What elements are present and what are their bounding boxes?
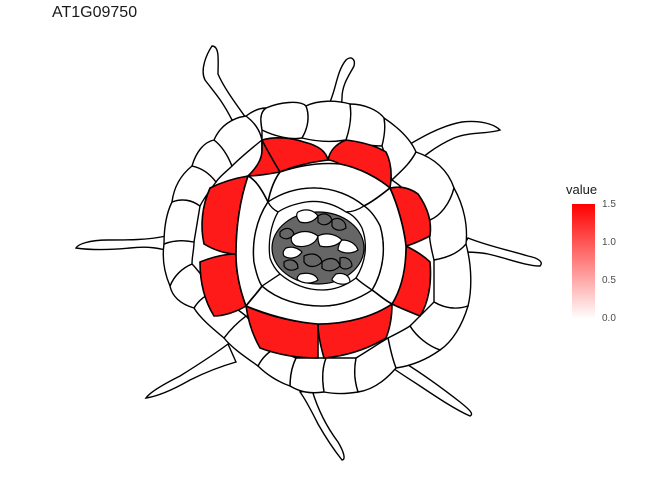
root-hair-bottom-right <box>388 359 473 417</box>
stele-core <box>271 209 365 285</box>
epidermis-cell <box>345 103 386 147</box>
stele-cell <box>317 213 333 226</box>
epidermis-cell <box>260 101 309 140</box>
pericycle-cell <box>252 200 282 287</box>
phloem-cell <box>296 209 319 224</box>
xylem-cell <box>290 230 319 248</box>
root-hair-group <box>74 45 542 461</box>
legend-title: value <box>566 182 598 197</box>
legend-tick-label: 1.5 <box>602 199 616 210</box>
xylem-cell <box>317 233 343 248</box>
root-hair-bottom-left <box>144 342 237 399</box>
stele-cell <box>283 259 299 271</box>
xylem-cell <box>337 239 359 254</box>
root-hair-top-left <box>202 45 248 121</box>
plot-title: AT1G09750 <box>52 4 138 21</box>
root-hair-right <box>458 237 542 267</box>
legend-tick-label: 1.0 <box>602 237 616 248</box>
epidermis-cell <box>321 357 359 395</box>
cortex-cell <box>246 139 282 177</box>
legend-tick-mark <box>595 243 599 244</box>
stele-cell <box>339 256 353 270</box>
cortex-layer <box>199 137 432 359</box>
endodermis-layer <box>235 162 407 325</box>
phloem-cell <box>296 272 319 284</box>
legend-tick-label: 0.0 <box>602 313 616 324</box>
root-hair-bottom <box>298 389 345 461</box>
legend-tick-mark <box>595 205 599 206</box>
legend-gradient-bar <box>572 204 595 319</box>
legend-tick-label: 0.5 <box>602 275 616 286</box>
legend-tick-mark <box>595 319 599 320</box>
stele-cell <box>279 227 295 240</box>
legend-tick-mark <box>595 281 599 282</box>
epidermis-cell <box>244 107 269 141</box>
epidermis-cell <box>163 199 201 246</box>
phloem-cell <box>331 272 351 285</box>
root-hair-left <box>74 235 174 254</box>
xylem-cell <box>282 246 303 259</box>
stele-cell <box>331 217 347 231</box>
epidermis-cell <box>300 100 352 143</box>
epidermis-cell <box>289 357 328 394</box>
stele-cell <box>321 257 341 272</box>
pericycle-layer <box>252 187 384 307</box>
root-cross-section-diagram <box>74 45 542 461</box>
